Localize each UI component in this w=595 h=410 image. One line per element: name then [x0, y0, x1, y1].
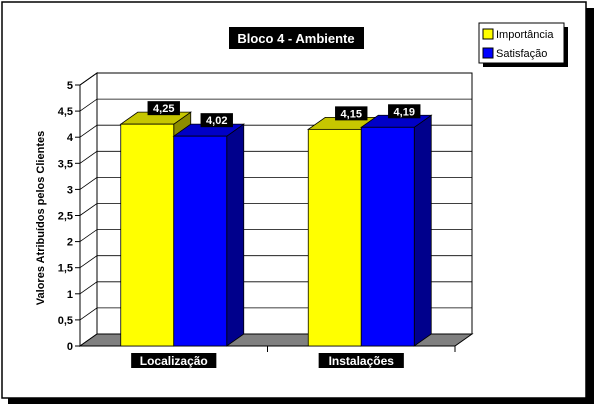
- y-tick-label: 4: [67, 132, 74, 144]
- bar-front: [120, 123, 175, 347]
- x-axis-categories: Localização Instalações: [131, 346, 456, 368]
- data-label: 4,19: [394, 106, 415, 118]
- data-label-box: [147, 101, 180, 116]
- bar-groups: [119, 111, 433, 347]
- x-category-label: Localização: [140, 354, 208, 368]
- bar-front: [173, 135, 228, 347]
- data-label-box: [335, 106, 368, 121]
- legend: Importância Satisfação: [478, 22, 568, 67]
- chart-title: Bloco 4 - Ambiente: [237, 31, 354, 46]
- y-tick-label: 0: [67, 341, 73, 353]
- y-tick-label: 1,5: [58, 263, 73, 275]
- bar-front: [307, 128, 362, 347]
- y-tick-label: 2: [67, 237, 73, 249]
- data-label: 4,25: [153, 103, 174, 115]
- chart-title-box: [229, 27, 364, 49]
- y-axis-title: Valores Atribuídos pelos Clientes: [35, 131, 47, 305]
- gridline: [79, 98, 472, 112]
- data-label: 4,15: [341, 108, 362, 120]
- legend-swatch-importancia: [482, 28, 494, 40]
- y-tick-label: 5: [67, 80, 73, 92]
- legend-label-importancia: Importância: [496, 29, 554, 41]
- data-label-box: [388, 104, 421, 119]
- x-category-label-box: [318, 353, 404, 368]
- x-category-label-box: [131, 353, 217, 368]
- y-tick-label: 1: [67, 289, 73, 301]
- data-labels: 4,25 4,02 4,15 4,19: [147, 101, 421, 128]
- bar-side: [413, 114, 432, 347]
- legend-label-satisfacao: Satisfação: [496, 48, 547, 60]
- gridline: [79, 72, 472, 86]
- y-tick-label: 4,5: [58, 106, 73, 118]
- y-tick-label: 0,5: [58, 315, 73, 327]
- y-tick-label: 3: [67, 184, 73, 196]
- data-label: 4,02: [206, 115, 227, 127]
- legend-swatch-satisfacao: [482, 47, 494, 59]
- data-label-box: [200, 113, 233, 128]
- bar-side: [226, 123, 245, 347]
- y-tick-label: 2,5: [58, 211, 73, 223]
- bar-front: [360, 126, 415, 347]
- x-category-label: Instalações: [329, 354, 395, 368]
- y-tick-label: 3,5: [58, 158, 73, 170]
